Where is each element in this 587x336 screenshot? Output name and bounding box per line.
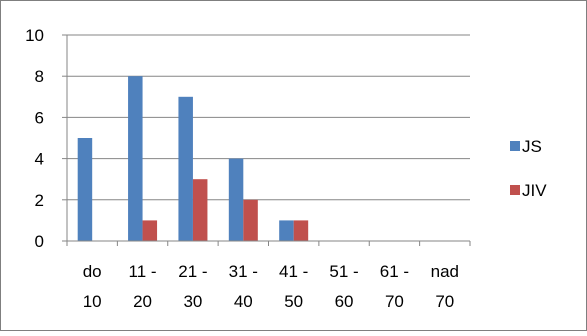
legend-swatch-js <box>510 141 520 151</box>
y-tick-label: 4 <box>35 150 44 169</box>
bar-jiv-5 <box>293 220 309 241</box>
x-tick-label: 40 <box>234 292 253 311</box>
y-tick-label: 0 <box>35 232 44 251</box>
bar-js-4 <box>228 158 244 241</box>
legend: JS JIV <box>510 137 547 200</box>
x-tick-label: nad <box>431 262 459 281</box>
legend-label-js: JS <box>522 137 542 156</box>
x-tick-label: 61 - <box>380 262 409 281</box>
bar-jiv-2 <box>142 220 158 241</box>
y-tick-label: 8 <box>35 67 44 86</box>
legend-label-jiv: JIV <box>522 181 547 200</box>
x-tick-label: do <box>83 262 102 281</box>
x-tick-label: 21 - <box>178 262 207 281</box>
x-tick-label: 50 <box>284 292 303 311</box>
bar-js-3 <box>178 96 193 241</box>
legend-swatch-jiv <box>510 185 520 195</box>
bar-jiv-4 <box>243 199 258 241</box>
x-tick-label: 31 - <box>229 262 258 281</box>
x-tick-label: 20 <box>133 292 152 311</box>
x-tick-label: 51 - <box>329 262 358 281</box>
x-tick-label: 60 <box>335 292 354 311</box>
x-tick-label: 70 <box>385 292 404 311</box>
bar-js-2 <box>128 76 143 241</box>
bar-jiv-3 <box>192 179 208 241</box>
axes: 0 2 4 6 8 10 do 10 11 - 20 21 - 30 31 - 40 41 - 50 51 - 6… <box>25 26 471 311</box>
bar-js-5 <box>279 220 294 241</box>
x-tick-label: 10 <box>83 292 102 311</box>
x-tick-label: 11 - <box>129 262 157 281</box>
x-tick-label: 30 <box>183 292 202 311</box>
x-tick-label: 41 - <box>279 262 308 281</box>
x-tick-label: 70 <box>435 292 454 311</box>
y-tick-label: 6 <box>35 108 44 127</box>
bar-js-1 <box>77 138 93 241</box>
y-tick-label: 2 <box>35 191 44 210</box>
y-tick-label: 10 <box>25 26 44 45</box>
bars <box>77 76 309 241</box>
